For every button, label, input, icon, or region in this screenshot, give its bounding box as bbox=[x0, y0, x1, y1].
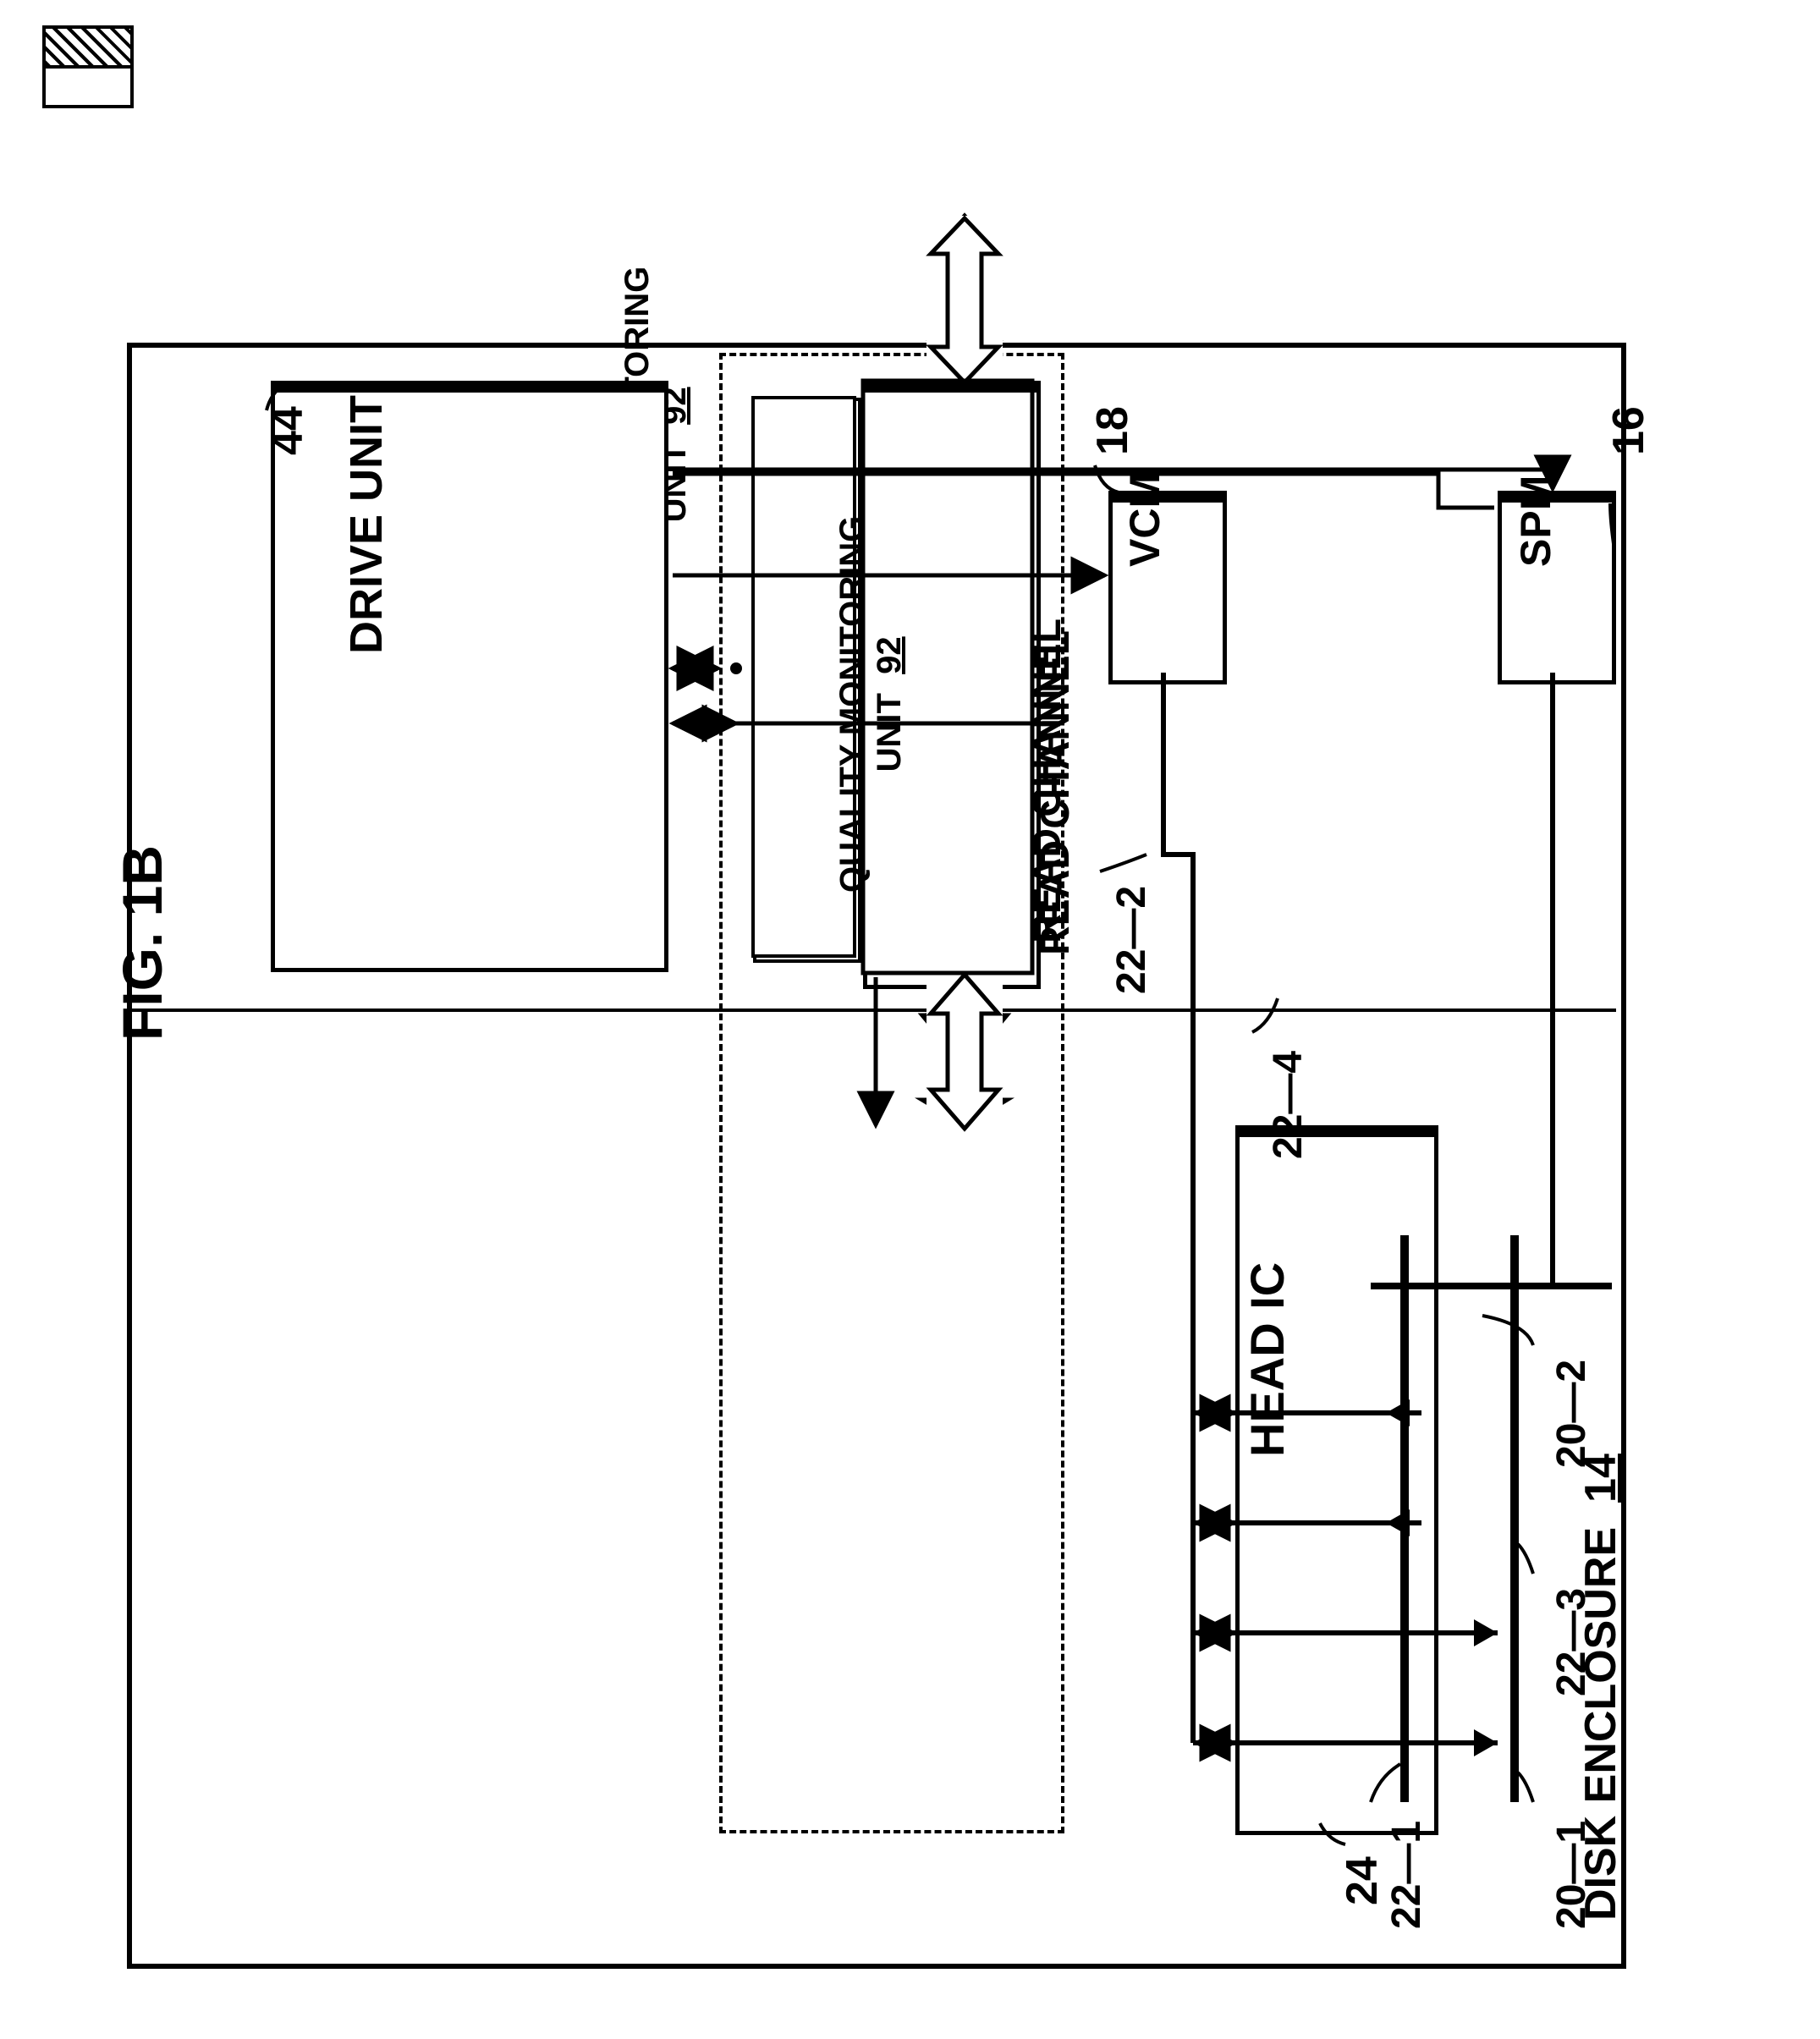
head-22-4 bbox=[1244, 1399, 1421, 1426]
read-channel-text-2: READ CHANNEL bbox=[1025, 618, 1069, 943]
head-22-2 bbox=[1269, 1619, 1498, 1646]
head-22-3 bbox=[1269, 1509, 1421, 1536]
read-channel-label-top: READ CHANNEL bbox=[1024, 618, 1070, 943]
qmu-ref-2: 92 bbox=[871, 636, 908, 674]
qmu-label-top: QUALITY MONITORINGUNIT 92 bbox=[833, 516, 908, 893]
head-22-1 bbox=[1295, 1729, 1498, 1756]
page-root: FIG. 1B DISK ENCLOSURE 14 HEAD IC 24 REA… bbox=[0, 0, 1820, 2039]
connectors-svg bbox=[0, 0, 1820, 2039]
